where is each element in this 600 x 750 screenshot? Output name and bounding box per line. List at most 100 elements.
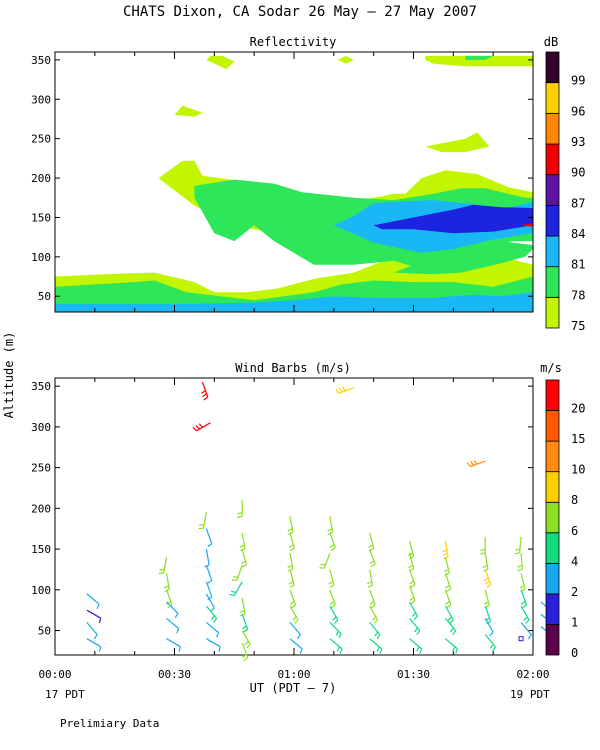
wind-barb	[408, 553, 415, 572]
wind-barb	[204, 548, 210, 568]
wind-barb	[518, 636, 524, 642]
wind-barb	[444, 605, 454, 624]
wind-barb	[205, 593, 215, 612]
wind-barbs-panel: 50 100 150 200 250 300 350 00:00 00:30 01:00 01:30…	[31, 377, 554, 681]
colorbar-swatch	[545, 471, 560, 503]
colorbar-swatch	[545, 204, 560, 237]
wind-barb	[369, 638, 383, 654]
reflectivity-region	[337, 55, 354, 64]
reflectivity-panel: 50 100 150 200 250 300 350	[31, 51, 534, 313]
wind-barb	[409, 617, 421, 636]
wind-barb	[329, 621, 342, 639]
y-axis-label: Altitude (m)	[2, 332, 16, 419]
wind-barb	[237, 500, 243, 519]
colorbar-swatch	[545, 562, 560, 595]
wind-barb	[231, 565, 243, 582]
wind-barb-group	[86, 381, 554, 662]
wind-barb	[288, 569, 295, 588]
x-tick-label: 00:00	[38, 668, 71, 681]
colorbar-swatch	[545, 501, 560, 534]
y-tick-label: 250	[31, 462, 51, 475]
wind-barb	[205, 605, 218, 623]
wind-barb	[484, 605, 492, 625]
wind-barb	[86, 622, 98, 640]
wind-barb	[327, 516, 334, 535]
wind-barb	[408, 585, 416, 605]
wind-barb	[192, 422, 211, 432]
wind-barb	[86, 593, 100, 609]
wind-barb	[408, 601, 419, 620]
colorbar-tick-label: 0	[571, 646, 578, 660]
colorbar-tick-label: 4	[571, 554, 578, 568]
y-tick-label: 150	[31, 211, 51, 224]
wind-barb	[166, 617, 180, 634]
wind-barb	[443, 557, 451, 576]
wind-barb	[166, 601, 179, 618]
wind-barb	[519, 573, 526, 593]
colorbar-tick-label: 78	[571, 288, 585, 302]
wind-barb	[369, 622, 381, 640]
wind-barb	[444, 589, 452, 609]
colorbar-tick-label: 8	[571, 493, 578, 507]
colorbar-swatch	[545, 593, 560, 625]
wind-barb	[369, 589, 376, 609]
colorbar-swatch	[545, 532, 560, 564]
colorbar-tick-label: 10	[571, 463, 585, 477]
wind-barb	[367, 569, 374, 588]
wind-barb	[369, 548, 376, 568]
y-tick-label: 100	[31, 251, 51, 264]
reflectivity-region	[174, 105, 203, 117]
y-tick-label: 150	[31, 543, 51, 556]
y-tick-label: 50	[38, 290, 51, 303]
y-tick-label: 250	[31, 133, 51, 146]
wind-barb	[329, 589, 336, 609]
wind-barb	[287, 553, 294, 572]
reflectivity-region	[465, 55, 494, 60]
colorbar-tick-label: 96	[571, 104, 585, 118]
wind-barb	[198, 512, 207, 530]
wind-barb	[239, 597, 246, 617]
wind-barb	[201, 381, 209, 401]
wind-barb	[158, 557, 168, 575]
wind-barb	[442, 540, 449, 560]
x-tick-label: 00:30	[158, 668, 191, 681]
wind-barb	[289, 589, 297, 609]
wind-title: Wind Barbs (m/s)	[235, 361, 351, 375]
y-tick-label: 300	[31, 93, 51, 106]
y-tick-label: 350	[31, 380, 51, 393]
reflectivity-region	[206, 55, 235, 70]
figure-title: CHATS Dixon, CA Sodar 26 May – 27 May 20…	[123, 4, 477, 20]
wind-barb	[408, 569, 416, 588]
colorbar-swatch	[545, 379, 560, 411]
reflectivity-contours	[55, 55, 533, 312]
wind-barb	[329, 605, 339, 624]
wind-barb	[444, 573, 452, 592]
reflectivity-region	[373, 204, 533, 234]
wind-barb	[520, 589, 528, 609]
wind-barb	[444, 638, 459, 654]
colorbar-swatch	[545, 143, 560, 176]
wind-barb	[466, 459, 486, 468]
colorbar-swatch	[545, 410, 560, 442]
wind-barb	[520, 622, 532, 640]
wind-barb	[335, 386, 354, 394]
y-tick-label: 300	[31, 421, 51, 434]
colorbar-swatch	[545, 266, 560, 298]
wind-barb	[517, 553, 524, 572]
x-tick-label: 01:30	[397, 668, 430, 681]
colorbar-swatch	[545, 82, 560, 114]
x-axis-label: UT (PDT – 7)	[250, 681, 337, 695]
colorbar-tick-label: 2	[571, 585, 578, 599]
wind-colorbar: 0 1 2 4 6 8 10 15 20	[545, 379, 585, 660]
y-tick-label: 50	[38, 625, 51, 638]
wind-barb	[287, 516, 294, 535]
wind-barb	[289, 622, 301, 640]
wind-barb	[241, 614, 249, 633]
wind-barb	[241, 642, 249, 662]
reflectivity-title: Reflectivity	[250, 35, 337, 49]
colorbar-swatch	[545, 296, 560, 329]
wind-barb	[289, 605, 299, 624]
reflectivity-region	[425, 55, 533, 67]
colorbar-swatch	[545, 112, 560, 145]
wind-barb	[480, 536, 486, 555]
